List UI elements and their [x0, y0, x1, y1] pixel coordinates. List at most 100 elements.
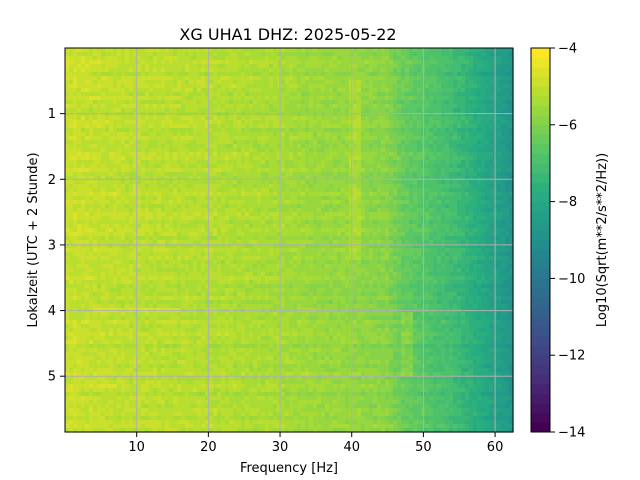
heatmap-cell [73, 160, 78, 165]
heatmap-cell [77, 200, 82, 205]
heatmap-cell [361, 112, 366, 117]
heatmap-cell [245, 220, 250, 225]
heatmap-cell [201, 188, 206, 193]
heatmap-cell [297, 220, 302, 225]
heatmap-cell [153, 148, 158, 153]
heatmap-cell [69, 104, 74, 109]
heatmap-cell [89, 88, 94, 93]
heatmap-cell [469, 128, 474, 133]
heatmap-cell [169, 200, 174, 205]
heatmap-cell [445, 104, 450, 109]
heatmap-cell [65, 224, 70, 229]
heatmap-cell [201, 56, 206, 61]
heatmap-cell [73, 220, 78, 225]
heatmap-cell [281, 144, 286, 149]
heatmap-cell [329, 216, 334, 221]
heatmap-cell [357, 136, 362, 141]
heatmap-cell [377, 100, 382, 105]
heatmap-cell [213, 64, 218, 69]
heatmap-cell [433, 196, 438, 201]
heatmap-cell [305, 172, 310, 177]
heatmap-cell [205, 52, 210, 57]
heatmap-cell [101, 140, 106, 145]
heatmap-cell [169, 104, 174, 109]
heatmap-cell [113, 100, 118, 105]
heatmap-cell [169, 72, 174, 77]
heatmap-cell [393, 128, 398, 133]
heatmap-cell [321, 48, 326, 53]
heatmap-cell [233, 224, 238, 229]
heatmap-cell [409, 132, 414, 137]
heatmap-cell [365, 56, 370, 61]
heatmap-cell [509, 164, 514, 169]
heatmap-cell [453, 92, 458, 97]
heatmap-cell [153, 88, 158, 93]
heatmap-cell [165, 104, 170, 109]
heatmap-cell [213, 100, 218, 105]
heatmap-cell [89, 200, 94, 205]
heatmap-cell [145, 124, 150, 129]
heatmap-cell [369, 188, 374, 193]
heatmap-cell [365, 136, 370, 141]
heatmap-cell [297, 192, 302, 197]
heatmap-cell [289, 116, 294, 121]
heatmap-cell [277, 140, 282, 145]
heatmap-cell [113, 120, 118, 125]
heatmap-cell [113, 140, 118, 145]
heatmap-cell [77, 140, 82, 145]
heatmap-cell [293, 116, 298, 121]
heatmap-cell [341, 220, 346, 225]
heatmap-cell [449, 180, 454, 185]
heatmap-cell [73, 48, 78, 53]
heatmap-cell [185, 160, 190, 165]
heatmap-cell [277, 116, 282, 121]
heatmap-cell [501, 76, 506, 81]
heatmap-cell [497, 128, 502, 133]
heatmap-cell [261, 168, 266, 173]
heatmap-cell [177, 204, 182, 209]
heatmap-cell [297, 80, 302, 85]
heatmap-cell [197, 172, 202, 177]
heatmap-cell [381, 60, 386, 65]
heatmap-cell [417, 56, 422, 61]
heatmap-cell [329, 164, 334, 169]
heatmap-cell [509, 52, 514, 57]
heatmap-cell [389, 100, 394, 105]
heatmap-cell [449, 168, 454, 173]
heatmap-cell [413, 196, 418, 201]
heatmap-cell [509, 100, 514, 105]
heatmap-cell [417, 100, 422, 105]
heatmap-cell [301, 188, 306, 193]
heatmap-cell [221, 52, 226, 57]
heatmap-cell [345, 76, 350, 81]
heatmap-cell [73, 156, 78, 161]
heatmap-cell [285, 48, 290, 53]
heatmap-cell [133, 80, 138, 85]
heatmap-cell [461, 168, 466, 173]
heatmap-cell [113, 76, 118, 81]
heatmap-cell [485, 116, 490, 121]
heatmap-cell [477, 84, 482, 89]
heatmap-cell [361, 128, 366, 133]
heatmap-cell [277, 48, 282, 53]
heatmap-cell [89, 56, 94, 61]
heatmap-cell [205, 128, 210, 133]
heatmap-cell [365, 192, 370, 197]
heatmap-cell [145, 148, 150, 153]
heatmap-cell [465, 124, 470, 129]
heatmap-cell [293, 220, 298, 225]
heatmap-cell [377, 184, 382, 189]
heatmap-cell [97, 172, 102, 177]
heatmap-cell [197, 188, 202, 193]
heatmap-cell [485, 200, 490, 205]
heatmap-cell [321, 168, 326, 173]
heatmap-cell [265, 48, 270, 53]
heatmap-cell [393, 136, 398, 141]
heatmap-cell [165, 200, 170, 205]
heatmap-cell [405, 156, 410, 161]
heatmap-cell [369, 164, 374, 169]
heatmap-cell [321, 192, 326, 197]
heatmap-cell [369, 212, 374, 217]
heatmap-cell [309, 84, 314, 89]
heatmap-cell [113, 56, 118, 61]
